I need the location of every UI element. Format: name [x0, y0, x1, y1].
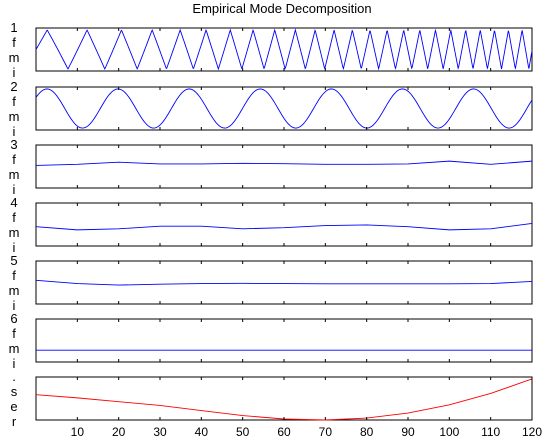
panel-ylabel-char: i — [13, 182, 16, 197]
panel-ylabel-char: i — [13, 298, 16, 313]
panel-ylabel-char: m — [9, 109, 20, 124]
panel-ylabel-char: m — [9, 283, 20, 298]
panel-ylabel-char: s — [11, 384, 18, 399]
panel-ylabel-char: f — [12, 210, 16, 225]
panel-ylabel-char: m — [9, 167, 20, 182]
x-tick-label: 110 — [481, 425, 500, 439]
series-line — [35, 28, 533, 71]
panel-ylabel-char: f — [12, 94, 16, 109]
panel-frame — [35, 144, 533, 189]
series-line — [35, 160, 533, 166]
panel-ylabel-char: e — [10, 399, 17, 414]
x-tick-label: 50 — [236, 425, 250, 439]
panel-ylabel-char: i — [13, 124, 16, 139]
imf-panel-7: .ser — [10, 369, 533, 429]
panel-frame — [35, 260, 533, 305]
panel-ylabel-char: f — [12, 152, 16, 167]
chart-title: Empirical Mode Decomposition — [192, 1, 371, 16]
panel-ylabel-char: i — [13, 65, 16, 80]
panel-ylabel-char: f — [12, 326, 16, 341]
panel-ylabel-char: i — [13, 240, 16, 255]
panel-ylabel-char: 2 — [10, 79, 17, 94]
panel-ylabel-char: i — [13, 356, 16, 371]
panel-ylabel-char: 6 — [10, 311, 17, 326]
panel-ylabel-char: f — [12, 35, 16, 50]
panel-ylabel-char: 3 — [10, 137, 17, 152]
panel-ylabel-char: m — [9, 50, 20, 65]
x-tick-label: 80 — [360, 425, 374, 439]
x-tick-label: 90 — [401, 425, 415, 439]
panel-ylabel-char: f — [12, 268, 16, 283]
panel-frame — [35, 318, 533, 363]
series-line — [35, 378, 533, 421]
x-tick-label: 10 — [71, 425, 85, 439]
panel-ylabel-char: m — [9, 341, 20, 356]
x-tick-label: 60 — [277, 425, 291, 439]
panel-ylabel-char: m — [9, 225, 20, 240]
panel-ylabel-char: . — [12, 369, 16, 384]
x-tick-label: 20 — [112, 425, 126, 439]
panel-ylabel-char: 5 — [10, 253, 17, 268]
panel-frame — [35, 376, 533, 421]
panel-frame — [35, 202, 533, 247]
x-tick-label: 30 — [153, 425, 167, 439]
x-tick-label: 120 — [522, 425, 542, 439]
panel-ylabel-char: 4 — [10, 195, 17, 210]
panel-ylabel-char: r — [12, 414, 17, 429]
x-axis: 10 20 30 40 50 60 70 80 90 100 110 120 — [71, 425, 543, 439]
x-tick-label: 100 — [439, 425, 459, 439]
x-tick-label: 40 — [195, 425, 209, 439]
series-line — [35, 279, 533, 286]
panel-ylabel-char: 1 — [10, 20, 17, 35]
series-line — [35, 222, 533, 231]
x-tick-label: 70 — [319, 425, 333, 439]
series-line — [35, 88, 533, 129]
